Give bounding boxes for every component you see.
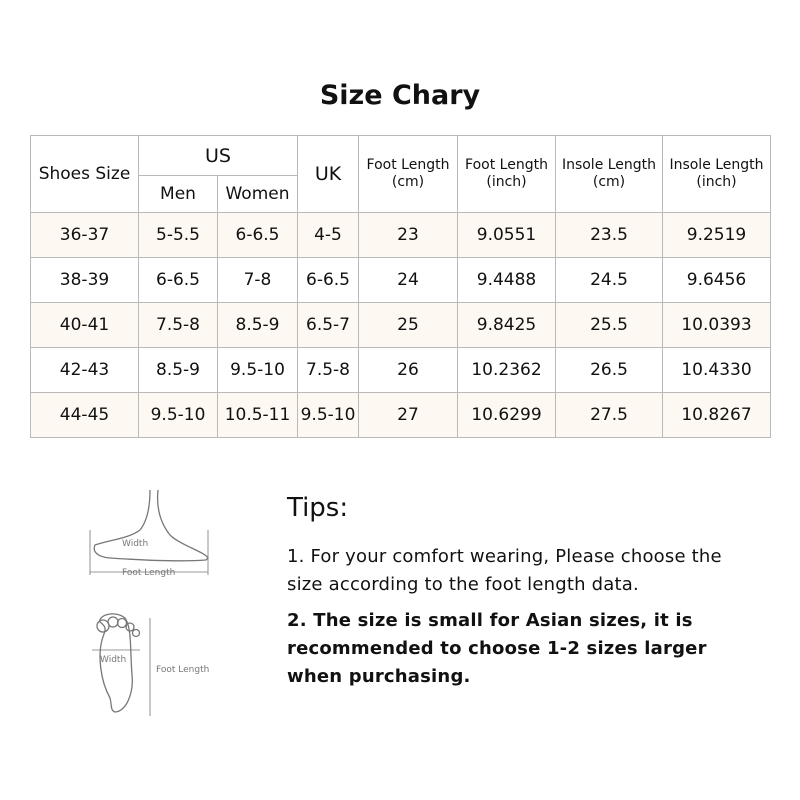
table-row: 42-43 8.5-9 9.5-10 7.5-8 26 10.2362 26.5 10.433… <box>30 347 771 393</box>
table-cell: 9.4488 <box>457 257 556 303</box>
header-cell: Women <box>217 175 298 213</box>
diagram-label: Foot Length <box>122 568 175 578</box>
table-cell: 27.5 <box>555 392 663 438</box>
table-row: 36-37 5-5.5 6-6.5 4-5 23 9.0551 23.5 9.2519 <box>30 212 771 258</box>
diagram-label: Width <box>100 655 126 665</box>
table-cell: 8.5-9 <box>217 302 298 348</box>
table-cell: 24.5 <box>555 257 663 303</box>
table-cell: 7.5-8 <box>297 347 359 393</box>
table-cell: 10.8267 <box>662 392 771 438</box>
table-cell: 6-6.5 <box>217 212 298 258</box>
header-text: (inch) <box>486 174 527 190</box>
table-cell: 9.0551 <box>457 212 556 258</box>
table-cell: 9.5-10 <box>217 347 298 393</box>
table-cell: 27 <box>358 392 458 438</box>
table-cell: 9.5-10 <box>297 392 359 438</box>
table-cell: 38-39 <box>30 257 139 303</box>
table-cell: 7.5-8 <box>138 302 218 348</box>
tips: Tips: 1. For your comfort wearing, Pleas… <box>287 493 757 699</box>
table-cell: 6-6.5 <box>297 257 359 303</box>
table-cell: 9.8425 <box>457 302 556 348</box>
table-cell: 9.2519 <box>662 212 771 258</box>
table-row: 38-39 6-6.5 7-8 6-6.5 24 9.4488 24.5 9.6456 <box>30 257 771 303</box>
tip: 2. The size is small for Asian sizes, it… <box>287 610 707 687</box>
header-text: (cm) <box>391 174 425 190</box>
table-cell: 6-6.5 <box>138 257 218 303</box>
header-text: Foot Length <box>366 157 450 173</box>
table-cell: 9.6456 <box>662 257 771 303</box>
header-cell: US <box>138 135 298 176</box>
header-cell: UK <box>297 135 359 213</box>
header-cell: Insole Length (cm) <box>555 135 663 213</box>
diagram-label: Foot Length <box>156 665 209 675</box>
table-cell: 10.0393 <box>662 302 771 348</box>
diagram-label: Width <box>122 539 148 549</box>
table-row: 40-41 7.5-8 8.5-9 6.5-7 25 9.8425 25.5 10.0393 <box>30 302 771 348</box>
header-cell: Foot Length (inch) <box>457 135 556 213</box>
table-cell: 36-37 <box>30 212 139 258</box>
table-cell: 9.5-10 <box>138 392 218 438</box>
table-cell: 6.5-7 <box>297 302 359 348</box>
header-text: Insole Length <box>561 157 657 173</box>
table-cell: 25 <box>358 302 458 348</box>
table-cell: 42-43 <box>30 347 139 393</box>
table-cell: 4-5 <box>297 212 359 258</box>
table-cell: 26.5 <box>555 347 663 393</box>
header-text: Foot Length <box>465 157 548 173</box>
tip: 1. For your comfort wearing, Please choo… <box>287 546 722 595</box>
table-cell: 25.5 <box>555 302 663 348</box>
table-cell: 23 <box>358 212 458 258</box>
title: Size Chary <box>319 80 481 111</box>
table-row: 44-45 9.5-10 10.5-11 9.5-10 27 10.6299 27.5 10.… <box>30 392 771 438</box>
table-cell: 7-8 <box>217 257 298 303</box>
header-cell: Foot Length (cm) <box>358 135 458 213</box>
table-cell: 44-45 <box>30 392 139 438</box>
header-cell: Shoes Size <box>30 135 139 213</box>
foot-diagrams: Width Foot Length Width Foot Length <box>89 489 209 716</box>
table-cell: 23.5 <box>555 212 663 258</box>
header-text: (cm) <box>592 174 626 190</box>
table-cell: 40-41 <box>30 302 139 348</box>
table-cell: 26 <box>358 347 458 393</box>
header-cell: Insole Length (inch) <box>662 135 771 213</box>
table-cell: 10.5-11 <box>217 392 298 438</box>
header-text: Insole Length <box>669 157 764 173</box>
header-cell: Men <box>138 175 218 213</box>
table-cell: 10.2362 <box>457 347 556 393</box>
table-cell: 10.4330 <box>662 347 771 393</box>
header-text: (inch) <box>696 174 737 190</box>
table-cell: 8.5-9 <box>138 347 218 393</box>
table-cell: 24 <box>358 257 458 303</box>
table-cell: 10.6299 <box>457 392 556 438</box>
table-cell: 5-5.5 <box>138 212 218 258</box>
table-body: 36-37 5-5.5 6-6.5 4-5 23 9.0551 23.5 9.2519 38-3… <box>30 212 771 438</box>
size-table: Shoes Size US UK Foot Length (cm) Foot Le… <box>30 135 771 438</box>
tips-title: Tips: <box>287 493 349 523</box>
